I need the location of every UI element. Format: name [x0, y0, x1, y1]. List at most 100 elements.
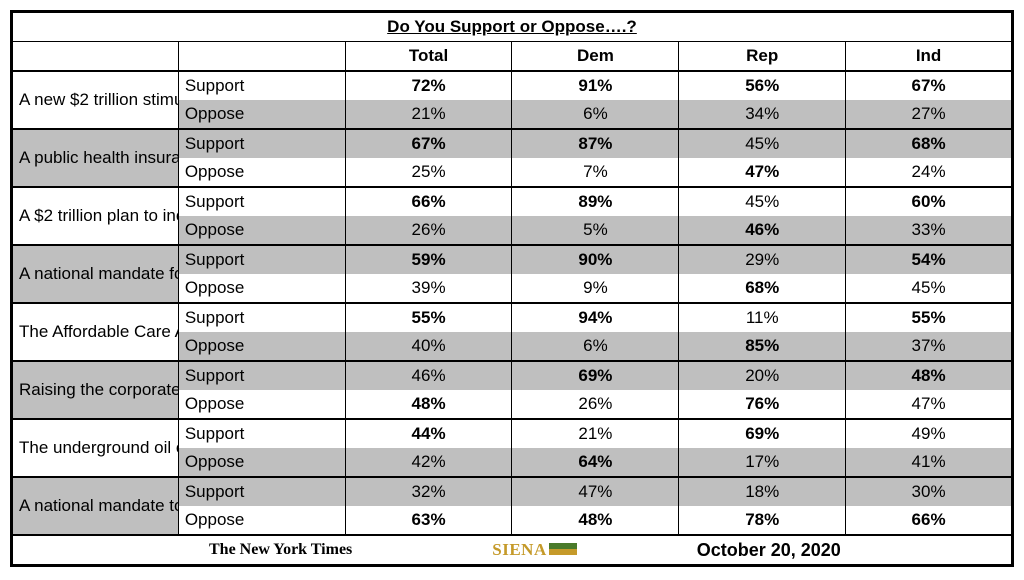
siena-bars-icon [549, 543, 577, 555]
value-cell: 24% [846, 158, 1013, 187]
value-cell: 25% [345, 158, 512, 187]
value-cell: 37% [846, 332, 1013, 361]
value-cell: 64% [512, 448, 679, 477]
value-cell: 34% [679, 100, 846, 129]
oppose-label: Oppose [178, 274, 345, 303]
value-cell: 47% [512, 477, 679, 506]
oppose-label: Oppose [178, 332, 345, 361]
oppose-label: Oppose [178, 448, 345, 477]
value-cell: 27% [846, 100, 1013, 129]
value-cell: 40% [345, 332, 512, 361]
table-row: A national mandate for every American to… [12, 245, 1013, 274]
value-cell: 39% [345, 274, 512, 303]
value-cell: 18% [679, 477, 846, 506]
value-cell: 21% [345, 100, 512, 129]
value-cell: 6% [512, 332, 679, 361]
value-cell: 66% [345, 187, 512, 216]
value-cell: 17% [679, 448, 846, 477]
value-cell: 94% [512, 303, 679, 332]
value-cell: 7% [512, 158, 679, 187]
question-text: The underground oil or natural gas extra… [12, 419, 179, 477]
nyt-logo: The New York Times [209, 539, 352, 561]
oppose-label: Oppose [178, 100, 345, 129]
value-cell: 45% [846, 274, 1013, 303]
value-cell: 32% [345, 477, 512, 506]
value-cell: 87% [512, 129, 679, 158]
value-cell: 72% [345, 71, 512, 100]
table-title: Do You Support or Oppose….? [12, 12, 1013, 42]
table-row: A $2 trillion plan to increase the use o… [12, 187, 1013, 216]
table-row: The underground oil or natural gas extra… [12, 419, 1013, 448]
value-cell: 45% [679, 129, 846, 158]
table-row: A new $2 trillion stimulus package to ex… [12, 71, 1013, 100]
header-blank-question [12, 42, 179, 72]
value-cell: 91% [512, 71, 679, 100]
value-cell: 47% [679, 158, 846, 187]
value-cell: 42% [345, 448, 512, 477]
value-cell: 55% [846, 303, 1013, 332]
value-cell: 67% [345, 129, 512, 158]
value-cell: 60% [846, 187, 1013, 216]
support-label: Support [178, 419, 345, 448]
value-cell: 5% [512, 216, 679, 245]
value-cell: 54% [846, 245, 1013, 274]
footer: The New York Times SIENA October 20, 202… [12, 535, 1013, 566]
header-total: Total [345, 42, 512, 72]
table-row: The Affordable Care Act, also known as O… [12, 303, 1013, 332]
value-cell: 63% [345, 506, 512, 535]
value-cell: 47% [846, 390, 1013, 419]
table-row: Raising the corporate tax rate from 21 t… [12, 361, 1013, 390]
value-cell: 46% [345, 361, 512, 390]
value-cell: 33% [846, 216, 1013, 245]
value-cell: 68% [846, 129, 1013, 158]
support-label: Support [178, 129, 345, 158]
question-text: A public health insurance option, which … [12, 129, 179, 187]
value-cell: 89% [512, 187, 679, 216]
support-label: Support [178, 71, 345, 100]
question-text: A national mandate for every American to… [12, 245, 179, 303]
header-ind: Ind [846, 42, 1013, 72]
question-text: The Affordable Care Act, also known as O… [12, 303, 179, 361]
value-cell: 20% [679, 361, 846, 390]
value-cell: 30% [846, 477, 1013, 506]
header-dem: Dem [512, 42, 679, 72]
value-cell: 11% [679, 303, 846, 332]
support-label: Support [178, 245, 345, 274]
support-label: Support [178, 187, 345, 216]
support-label: Support [178, 477, 345, 506]
support-label: Support [178, 303, 345, 332]
value-cell: 45% [679, 187, 846, 216]
support-label: Support [178, 361, 345, 390]
value-cell: 49% [846, 419, 1013, 448]
value-cell: 76% [679, 390, 846, 419]
poll-table: Do You Support or Oppose….? Total Dem Re… [10, 10, 1014, 567]
value-cell: 67% [846, 71, 1013, 100]
table-row: A national mandate to take a coronavirus… [12, 477, 1013, 506]
oppose-label: Oppose [178, 158, 345, 187]
footer-date: October 20, 2020 [697, 538, 841, 562]
value-cell: 78% [679, 506, 846, 535]
oppose-label: Oppose [178, 390, 345, 419]
value-cell: 21% [512, 419, 679, 448]
value-cell: 85% [679, 332, 846, 361]
value-cell: 56% [679, 71, 846, 100]
question-text: A $2 trillion plan to increase the use o… [12, 187, 179, 245]
value-cell: 26% [512, 390, 679, 419]
value-cell: 48% [345, 390, 512, 419]
header-row: Total Dem Rep Ind [12, 42, 1013, 72]
table-row: A public health insurance option, which … [12, 129, 1013, 158]
value-cell: 55% [345, 303, 512, 332]
siena-text: SIENA [492, 539, 546, 562]
oppose-label: Oppose [178, 216, 345, 245]
value-cell: 69% [512, 361, 679, 390]
siena-logo: SIENA [492, 539, 576, 562]
value-cell: 66% [846, 506, 1013, 535]
value-cell: 46% [679, 216, 846, 245]
value-cell: 9% [512, 274, 679, 303]
value-cell: 68% [679, 274, 846, 303]
oppose-label: Oppose [178, 506, 345, 535]
value-cell: 6% [512, 100, 679, 129]
value-cell: 26% [345, 216, 512, 245]
question-text: A new $2 trillion stimulus package to ex… [12, 71, 179, 129]
value-cell: 29% [679, 245, 846, 274]
